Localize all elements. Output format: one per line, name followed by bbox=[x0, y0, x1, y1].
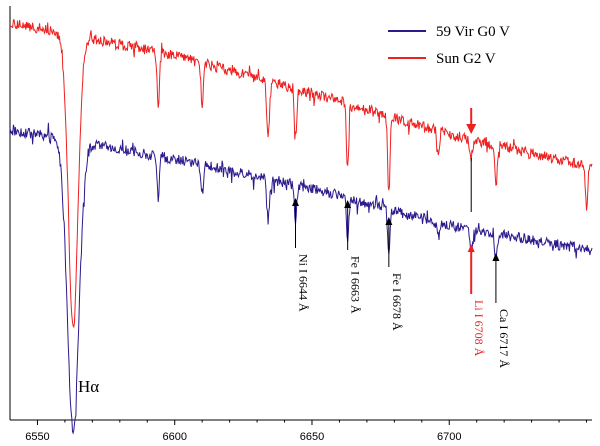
annotation-arrowhead bbox=[344, 200, 352, 208]
annotation-layer: Ni I 6644 Å Fe I 6663 Å Fe I 6678 Å Li I 67… bbox=[292, 108, 511, 368]
x-tick-label: 6600 bbox=[162, 431, 186, 443]
annotation-label: Li I 6708 Å bbox=[472, 300, 486, 357]
halpha-label: Hα bbox=[78, 377, 99, 396]
annotation-arrowhead bbox=[492, 253, 500, 261]
axes bbox=[9, 6, 592, 421]
annotation-arrowhead bbox=[385, 217, 393, 225]
annotation-arrowhead bbox=[292, 198, 300, 206]
annotation-label: Ni I 6644 Å bbox=[297, 254, 311, 312]
li-marker-arrowhead bbox=[466, 124, 477, 134]
annotation-label: Ca I 6717 Å bbox=[497, 309, 511, 368]
legend-label: Sun G2 V bbox=[436, 51, 496, 67]
legend: 59 Vir G0 V Sun G2 V bbox=[388, 24, 510, 67]
x-tick-label: 6700 bbox=[437, 431, 461, 443]
annotation-label: Fe I 6678 Å bbox=[390, 273, 404, 331]
legend-label: 59 Vir G0 V bbox=[436, 24, 510, 40]
series-line-sun bbox=[9, 19, 593, 329]
annotation-label: Fe I 6663 Å bbox=[349, 256, 363, 314]
x-tick-label: 6650 bbox=[300, 431, 324, 443]
x-ticks: 6550 6600 6650 6700 bbox=[25, 420, 588, 443]
series-layer bbox=[9, 19, 593, 435]
annotation-arrowhead bbox=[467, 244, 475, 252]
x-tick-label: 6550 bbox=[25, 431, 49, 443]
